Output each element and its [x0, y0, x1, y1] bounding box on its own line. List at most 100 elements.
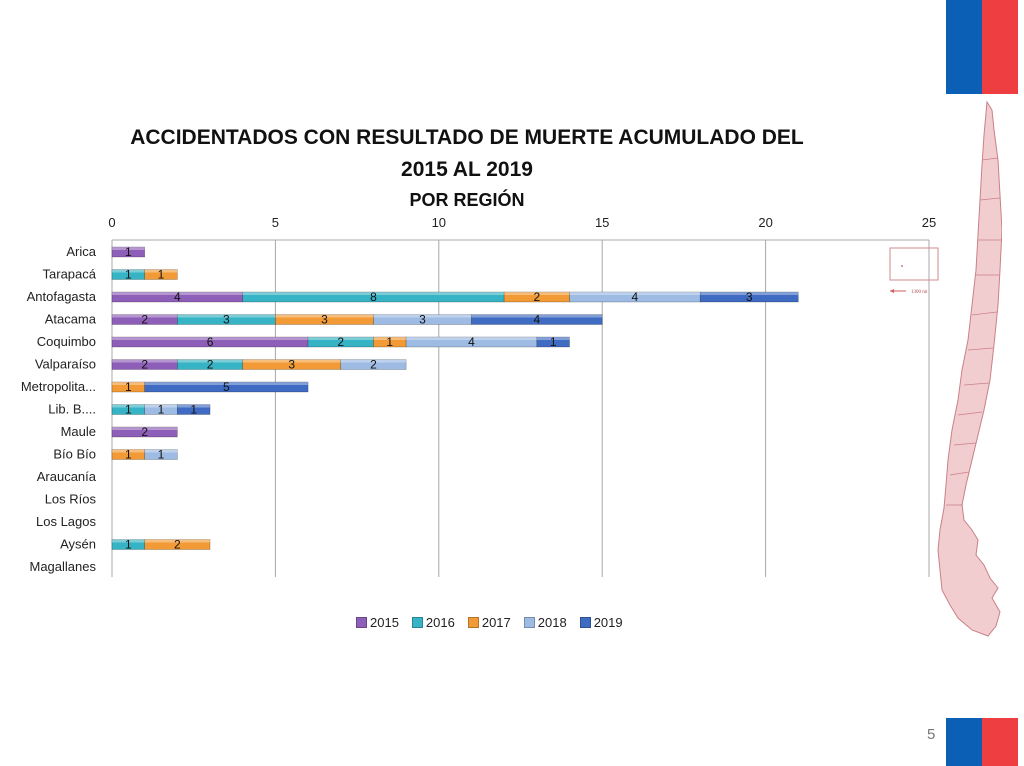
category-label: Aysén [60, 537, 96, 552]
bar-segment [405, 336, 538, 348]
data-label: 4 [632, 290, 639, 304]
flag-top [946, 0, 1018, 94]
data-label: 2 [370, 358, 377, 372]
legend-item: 2017 [467, 615, 511, 630]
bar-highlight [373, 337, 407, 340]
legend-swatch [356, 617, 367, 628]
x-tick-label: 25 [922, 215, 936, 230]
data-label: 1 [125, 403, 132, 417]
bar-segment [144, 269, 178, 280]
category-label: Arica [66, 244, 96, 259]
data-label: 1 [158, 448, 165, 462]
bar-segment [177, 404, 211, 415]
category-label: Coquimbo [37, 334, 96, 349]
legend-label: 2018 [537, 615, 567, 630]
bar-highlight [112, 382, 145, 385]
bar-highlight [242, 292, 505, 295]
bar-highlight [112, 337, 309, 340]
bar-highlight [373, 314, 472, 318]
bar-highlight [406, 337, 537, 340]
category-label: Antofagasta [27, 289, 97, 304]
flag-bottom [946, 718, 1018, 766]
bar-segment [471, 314, 603, 325]
inset-island-icon [901, 265, 903, 267]
legend-item: 2019 [579, 615, 623, 630]
chile-map-icon [937, 100, 1002, 637]
bar-highlight [144, 269, 178, 273]
inset-frame [889, 247, 939, 281]
legend-swatch [523, 617, 535, 628]
chile-map-outline [937, 100, 1002, 637]
data-label: 1 [158, 268, 165, 282]
category-label: Magallanes [30, 559, 97, 574]
data-label: 1 [125, 538, 132, 552]
bar-highlight [112, 449, 145, 453]
legend-label: 2015 [370, 615, 399, 630]
legend-item: 2018 [523, 615, 567, 630]
flag-red-stripe [982, 718, 1018, 766]
bar-highlight [569, 292, 701, 295]
chart-subtitle: POR REGIÓN [409, 190, 525, 210]
data-label: 4 [533, 313, 540, 327]
data-label: 2 [207, 358, 214, 372]
legend-label: 2016 [425, 615, 455, 630]
bar-highlight [471, 314, 603, 318]
bar-highlight [112, 404, 145, 408]
data-label: 2 [174, 538, 181, 552]
data-label: 4 [174, 290, 181, 304]
data-label: 2 [141, 313, 148, 327]
bar-segment [111, 246, 145, 258]
chile-map-region-lines [946, 157, 1001, 506]
bar-highlight [177, 359, 243, 363]
data-label: 5 [223, 380, 230, 394]
data-label: 2 [337, 335, 344, 349]
map-inset: 1300 mi [889, 247, 939, 295]
data-label: 6 [207, 335, 214, 349]
data-label: 3 [223, 313, 230, 327]
bar-highlight [536, 337, 570, 340]
inset-label: 1300 mi [911, 290, 928, 295]
category-label: Araucanía [37, 469, 97, 484]
bar-segment [144, 449, 178, 460]
bar-segment [536, 336, 570, 348]
category-label: Bío Bío [53, 447, 96, 462]
category-label: Los Lagos [36, 514, 96, 529]
bar-highlight [144, 449, 178, 453]
bar-highlight [112, 292, 243, 295]
bar-highlight [177, 314, 276, 318]
bar-segment [340, 359, 407, 370]
bar-highlight [112, 427, 178, 430]
data-label: 1 [125, 380, 132, 394]
legend-item: 2016 [411, 615, 455, 630]
x-tick-label: 0 [108, 215, 115, 230]
chart-title-line2: 2015 AL 2019 [401, 158, 533, 181]
data-label: 3 [419, 313, 426, 327]
category-label: Atacama [45, 312, 97, 327]
data-label: 1 [125, 448, 132, 462]
bar-highlight [242, 359, 341, 363]
category-label: Maule [61, 424, 96, 439]
inset-arrowhead-icon [890, 289, 894, 293]
bar-highlight [308, 337, 374, 340]
bar-highlight [504, 292, 570, 295]
page-number: 5 [927, 726, 936, 743]
legend-swatch [411, 617, 423, 628]
category-label: Lib. B.... [48, 402, 96, 417]
bar-highlight [112, 247, 145, 250]
flag-blue-stripe [946, 718, 982, 766]
chart-title-line1: ACCIDENTADOS CON RESULTADO DE MUERTE ACU… [130, 126, 804, 149]
data-label: 1 [125, 268, 132, 282]
data-label: 1 [550, 335, 557, 349]
x-tick-label: 5 [272, 215, 279, 230]
data-label: 1 [125, 245, 132, 259]
bar-highlight [112, 359, 178, 363]
bar-segment [144, 381, 309, 393]
category-label: Tarapacá [43, 267, 97, 282]
bar-segment [111, 426, 178, 438]
data-label: 3 [288, 358, 295, 372]
legend-swatch [579, 617, 591, 628]
bar-highlight [112, 314, 178, 318]
category-label: Valparaíso [35, 357, 96, 372]
bar-highlight [112, 539, 145, 543]
